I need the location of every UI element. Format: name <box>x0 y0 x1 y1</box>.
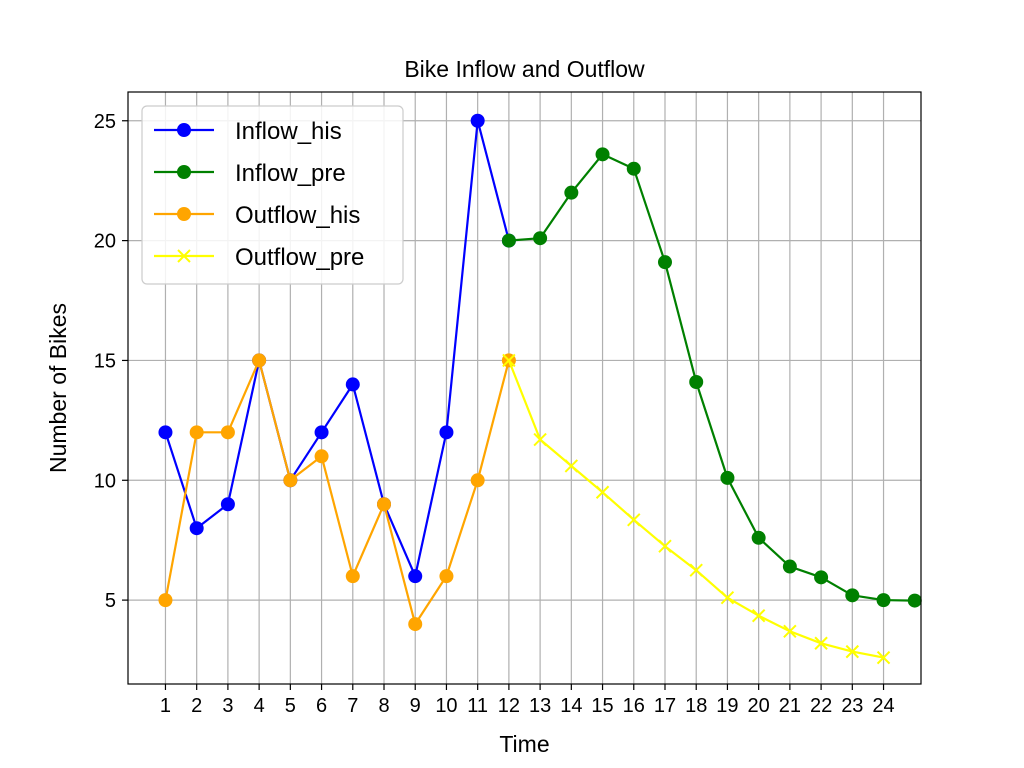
y-axis-label: Number of Bikes <box>45 303 71 473</box>
data-point-outflow-his <box>220 425 235 440</box>
data-point-outflow-pre <box>533 432 547 447</box>
chart-title: Bike Inflow and Outflow <box>404 56 645 82</box>
data-point-inflow-his <box>345 377 360 392</box>
legend-label-outflow-his: Outflow_his <box>235 202 360 229</box>
data-point-inflow-pre <box>533 231 548 246</box>
legend-label-inflow-pre: Inflow_pre <box>235 160 346 187</box>
data-point-inflow-pre <box>845 588 860 603</box>
x-tick-label: 8 <box>378 695 389 717</box>
data-point-inflow-his <box>189 521 204 536</box>
data-point-inflow-pre <box>751 530 766 545</box>
axis-ticks: 1 2 3 4 5 6 7 8 9 10 11 12 13 14 15 16 17 18 19 20 21 22 23 245… <box>94 111 895 717</box>
data-point-outflow-his <box>377 497 392 512</box>
legend-label-inflow-his: Inflow_his <box>235 118 342 145</box>
data-point-outflow-his <box>470 473 485 488</box>
data-point-inflow-pre <box>626 161 641 176</box>
x-tick-label: 4 <box>254 695 265 717</box>
legend: Inflow_his Inflow_pre Outflow_his Outflow_p… <box>141 105 404 285</box>
x-tick-label: 7 <box>347 695 358 717</box>
legend-marker-inflow-pre <box>177 165 191 179</box>
x-tick-label: 1 <box>160 695 171 717</box>
data-point-inflow-pre <box>501 233 516 248</box>
data-point-outflow-pre <box>689 563 703 577</box>
data-point-inflow-pre <box>720 470 735 485</box>
data-point-inflow-his <box>408 569 423 584</box>
y-tick-label: 10 <box>94 470 116 492</box>
data-point-outflow-pre <box>783 624 797 638</box>
data-point-outflow-his <box>345 569 360 584</box>
data-point-inflow-his <box>158 425 173 440</box>
data-point-outflow-pre <box>595 485 610 499</box>
x-tick-label: 22 <box>810 695 832 717</box>
legend-label-outflow-pre: Outflow_pre <box>235 244 364 271</box>
x-tick-label: 6 <box>316 695 327 717</box>
x-tick-label: 15 <box>591 695 613 717</box>
legend-marker-outflow-pre <box>177 249 191 263</box>
x-axis-label: Time <box>499 731 549 757</box>
y-tick-label: 15 <box>94 350 116 372</box>
data-point-inflow-pre <box>907 593 922 608</box>
data-point-outflow-his <box>158 593 173 608</box>
x-tick-label: 13 <box>529 695 551 717</box>
x-tick-label: 20 <box>748 695 770 717</box>
data-point-outflow-his <box>408 617 423 632</box>
x-tick-label: 16 <box>623 695 645 717</box>
y-tick-label: 25 <box>94 111 116 133</box>
data-point-outflow-pre <box>658 539 672 553</box>
y-tick-label: 20 <box>94 231 116 253</box>
series-layer <box>158 113 922 665</box>
x-tick-label: 12 <box>498 695 520 717</box>
y-tick-label: 5 <box>105 590 116 612</box>
x-tick-label: 11 <box>467 695 488 717</box>
data-point-outflow-his <box>252 353 267 368</box>
data-point-outflow-pre <box>720 591 735 605</box>
x-tick-label: 9 <box>410 695 421 717</box>
data-point-inflow-pre <box>657 255 672 270</box>
data-point-inflow-his <box>439 425 454 440</box>
legend-marker-inflow-his <box>177 123 191 137</box>
legend-marker-outflow-his <box>177 207 191 221</box>
x-tick-label: 14 <box>560 695 582 717</box>
data-point-inflow-his <box>470 113 485 128</box>
x-tick-label: 10 <box>435 695 457 717</box>
x-tick-label: 21 <box>779 695 801 717</box>
x-tick-label: 23 <box>841 695 863 717</box>
x-tick-label: 17 <box>654 695 676 717</box>
data-point-outflow-pre <box>502 353 516 368</box>
data-point-inflow-his <box>314 425 329 440</box>
data-point-inflow-pre <box>595 147 610 162</box>
data-point-outflow-his <box>439 569 454 584</box>
data-point-outflow-pre <box>627 513 641 527</box>
plot-frame <box>127 91 922 685</box>
data-point-outflow-pre <box>564 459 579 473</box>
legend-box <box>141 105 404 285</box>
x-tick-label: 5 <box>285 695 296 717</box>
data-point-outflow-pre <box>751 608 766 623</box>
data-point-inflow-his <box>220 497 235 512</box>
data-point-outflow-his <box>314 449 329 464</box>
data-point-inflow-pre <box>689 375 704 390</box>
data-point-outflow-his <box>189 425 204 440</box>
x-tick-label: 19 <box>716 695 738 717</box>
data-point-outflow-pre <box>845 644 860 659</box>
data-point-outflow-pre <box>876 650 891 665</box>
data-point-inflow-pre <box>564 185 579 200</box>
x-tick-label: 3 <box>222 695 233 717</box>
x-tick-label: 24 <box>872 695 894 717</box>
data-point-outflow-his <box>283 473 298 488</box>
x-tick-label: 18 <box>685 695 707 717</box>
data-point-inflow-pre <box>782 559 797 574</box>
data-point-inflow-pre <box>876 593 891 608</box>
data-point-outflow-pre <box>814 636 828 650</box>
data-point-inflow-pre <box>814 570 829 585</box>
x-tick-label: 2 <box>191 695 202 717</box>
